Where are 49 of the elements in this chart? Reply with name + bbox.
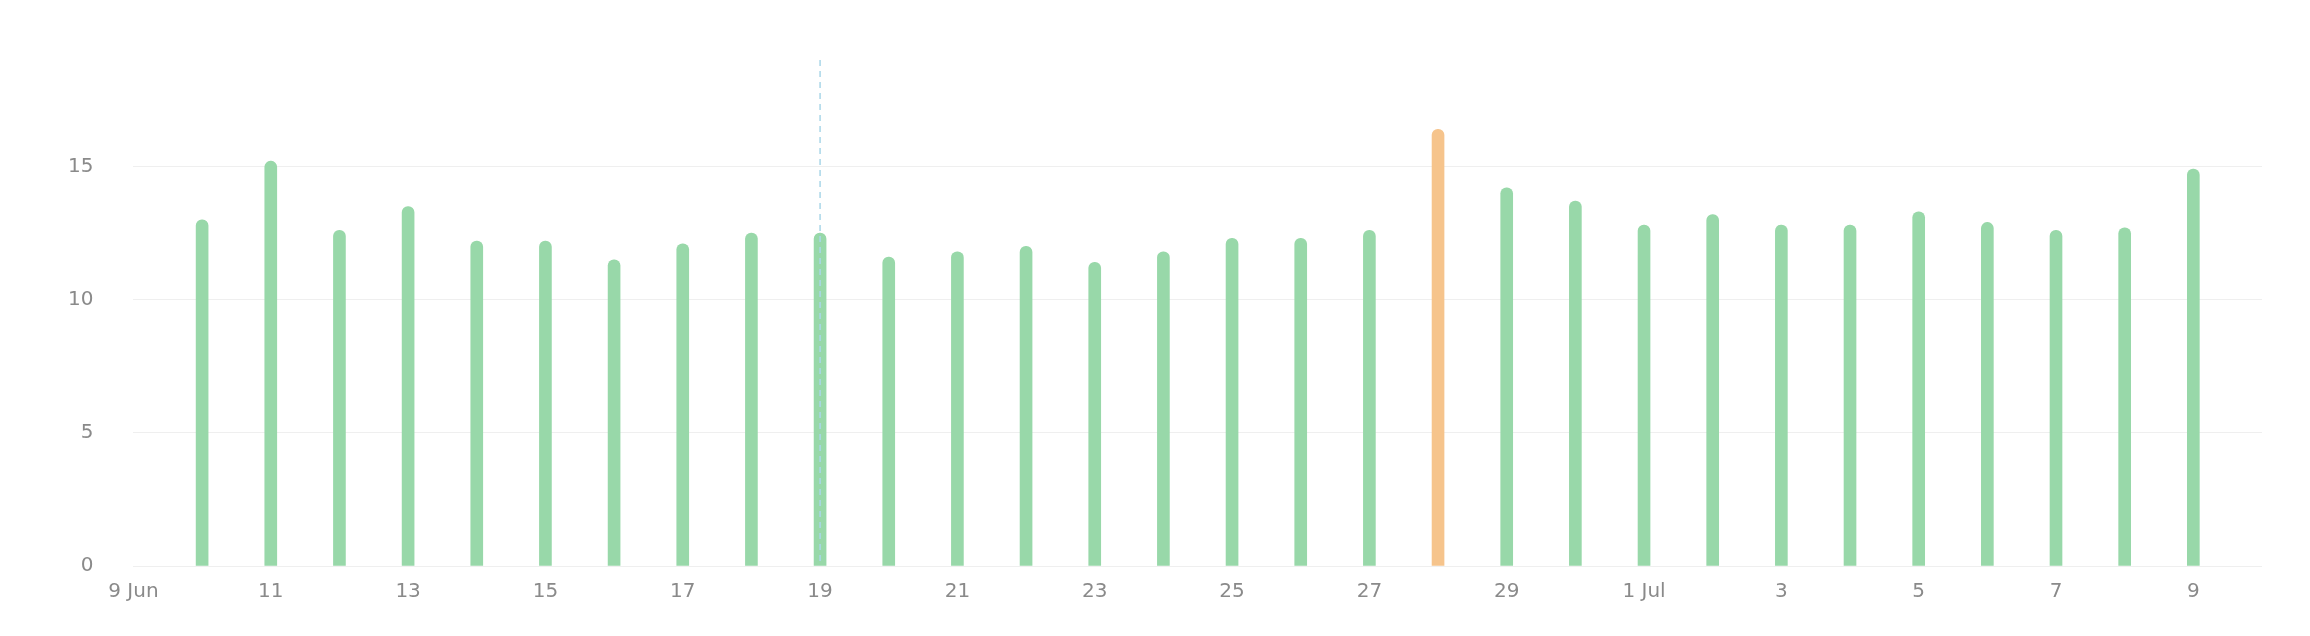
bar: [1500, 187, 1514, 566]
x-tick-label: 21: [944, 578, 971, 603]
bar: [1912, 211, 1926, 566]
bar: [1431, 128, 1445, 566]
bar: [745, 232, 758, 566]
x-tick-label: 19: [807, 578, 833, 603]
y-tick-label: 0: [80, 552, 94, 577]
bar: [2187, 168, 2200, 566]
bar: [1706, 214, 1720, 566]
bar: [401, 206, 415, 566]
bar: [951, 251, 964, 566]
x-tick-label: 3: [1774, 578, 1788, 603]
bar: [676, 243, 690, 566]
x-tick-label: 7: [2049, 578, 2063, 603]
x-tick-label: 25: [1219, 578, 1245, 603]
bar: [1981, 222, 1994, 566]
x-tick-label: 9 Jun: [108, 578, 159, 603]
x-tick-label: 23: [1082, 578, 1108, 603]
x-tick-label: 5: [1912, 578, 1926, 603]
x-tick-label: 13: [395, 578, 421, 603]
bar: [1019, 246, 1033, 566]
y-tick-label: 10: [68, 285, 94, 310]
bar: [1569, 200, 1582, 566]
x-tick-label: 11: [258, 578, 284, 603]
bar: [607, 259, 621, 566]
x-tick-label: 1 Jul: [1622, 578, 1666, 603]
bar: [1088, 262, 1102, 566]
x-tick-label: 15: [532, 578, 559, 603]
x-tick-label: 9: [2186, 578, 2200, 603]
y-tick-label: 5: [80, 419, 94, 444]
bar: [1225, 238, 1239, 566]
x-tick-label: 27: [1356, 578, 1383, 603]
y-tick-label: 15: [68, 152, 94, 177]
bar: [470, 240, 484, 566]
bar: [264, 160, 278, 566]
bar: [1157, 251, 1170, 566]
bar: [1363, 230, 1376, 566]
bar: [1775, 224, 1788, 566]
bar: [2118, 227, 2131, 566]
bar: [882, 256, 896, 566]
bar: [1637, 224, 1651, 566]
x-tick-label: 17: [670, 578, 696, 603]
x-tick-label: 29: [1493, 578, 1520, 603]
bar: [2049, 230, 2063, 566]
bar: [539, 240, 552, 566]
bar: [195, 219, 209, 566]
bar: [1294, 238, 1308, 566]
bar: [333, 230, 346, 566]
bar: [1843, 224, 1857, 566]
